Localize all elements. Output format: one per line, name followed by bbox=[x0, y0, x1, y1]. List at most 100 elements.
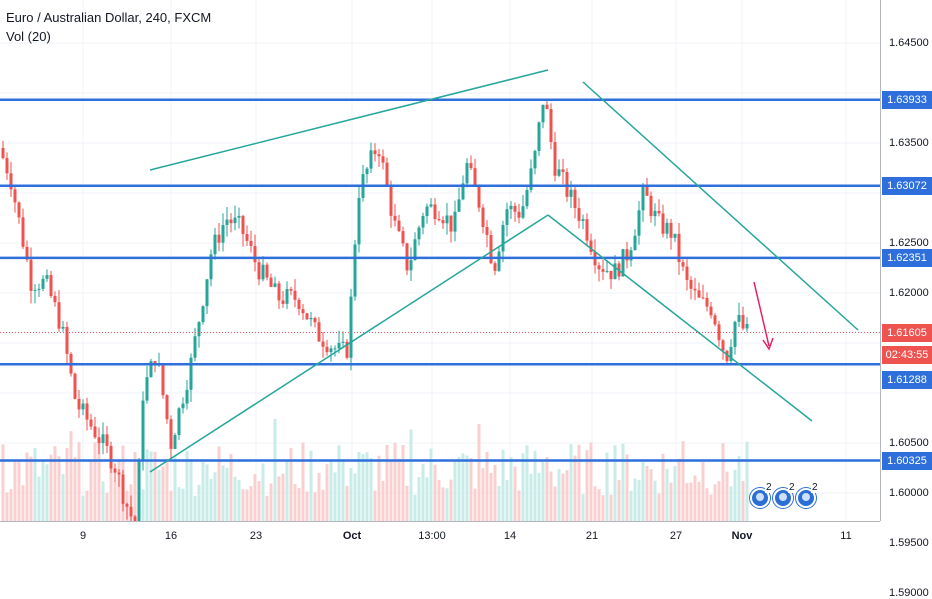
volume-bar bbox=[545, 457, 549, 521]
candle-body bbox=[581, 219, 585, 221]
volume-bar bbox=[489, 472, 493, 521]
candle-body bbox=[473, 168, 477, 187]
candle-body bbox=[441, 220, 445, 224]
candle-body bbox=[321, 341, 325, 347]
volume-bar bbox=[541, 461, 545, 521]
candle-body bbox=[61, 326, 65, 329]
volume-bar bbox=[233, 476, 237, 521]
volume-bar bbox=[409, 429, 413, 521]
volume-bar bbox=[37, 476, 41, 521]
candle-body bbox=[513, 205, 517, 212]
candle-body bbox=[525, 190, 529, 207]
candle-body bbox=[649, 195, 653, 217]
candle-body bbox=[565, 172, 569, 197]
symbol-title[interactable]: Euro / Australian Dollar, 240, FXCM bbox=[6, 10, 212, 25]
volume-bar bbox=[257, 481, 261, 521]
volume-bar bbox=[401, 444, 405, 521]
event-count-badge: 2 bbox=[811, 482, 819, 493]
volume-bar bbox=[617, 479, 621, 521]
candle-body bbox=[25, 246, 29, 260]
candle-body bbox=[661, 213, 665, 234]
volume-bar bbox=[517, 490, 521, 521]
volume-bar bbox=[237, 479, 241, 521]
time-tick-label: Oct bbox=[342, 530, 362, 542]
calendar-event-icon[interactable]: 2 bbox=[796, 482, 819, 508]
candle-body bbox=[241, 215, 245, 235]
candle-body bbox=[437, 218, 441, 221]
trend-line bbox=[149, 69, 549, 171]
candle-body bbox=[625, 249, 629, 261]
candle-body bbox=[297, 299, 301, 310]
price-chart[interactable] bbox=[0, 0, 880, 521]
volume-bar bbox=[537, 472, 541, 521]
time-axis[interactable]: 9 16 23 Oct 13:00 14 21 27 Nov 11 bbox=[0, 521, 880, 551]
chart-area[interactable]: Euro / Australian Dollar, 240, FXCM Vol … bbox=[0, 0, 880, 521]
candle-body bbox=[265, 264, 269, 278]
volume-bar bbox=[709, 494, 713, 521]
volume-bar bbox=[345, 485, 349, 521]
volume-bar bbox=[681, 441, 685, 521]
time-tick-label: 27 bbox=[669, 530, 683, 542]
candle-body bbox=[657, 210, 661, 214]
candle-body bbox=[685, 266, 689, 280]
candle-body bbox=[629, 250, 633, 261]
volume-bar bbox=[293, 484, 297, 521]
candle-body bbox=[429, 204, 433, 207]
candle-body bbox=[401, 231, 405, 244]
time-tick-label: 23 bbox=[249, 530, 263, 542]
trend-line bbox=[547, 214, 813, 422]
candle-body bbox=[533, 150, 537, 169]
time-tick-label: 13:00 bbox=[418, 530, 446, 542]
candle-body bbox=[149, 361, 153, 378]
candle-body bbox=[73, 373, 77, 399]
candle-body bbox=[5, 158, 9, 174]
candle-body bbox=[245, 234, 249, 241]
candle-body bbox=[101, 434, 105, 444]
candle-body bbox=[269, 277, 273, 287]
candle-body bbox=[665, 222, 669, 234]
bar-countdown-tag: 02:43:55 bbox=[882, 345, 932, 364]
volume-bar bbox=[573, 455, 577, 521]
last-price-tag: 1.61605 bbox=[882, 323, 932, 342]
candle-body bbox=[605, 270, 609, 272]
volume-bar bbox=[189, 459, 193, 521]
volume-bar bbox=[657, 493, 661, 521]
time-tick-label: 16 bbox=[164, 530, 178, 542]
volume-bar bbox=[661, 453, 665, 521]
candle-body bbox=[1, 148, 5, 159]
candle-body bbox=[189, 357, 193, 390]
volume-bar bbox=[185, 451, 189, 521]
candle-body bbox=[81, 403, 85, 410]
volume-bar bbox=[529, 473, 533, 521]
price-axis[interactable]: 1.64500 1.63500 1.62500 1.62000 1.60500 1.600… bbox=[880, 0, 932, 599]
volume-bar bbox=[621, 443, 625, 521]
volume-bar bbox=[705, 488, 709, 521]
volume-bar bbox=[637, 480, 641, 521]
candle-body bbox=[717, 324, 721, 341]
volume-bar bbox=[721, 443, 725, 521]
calendar-event-icon[interactable]: 2 bbox=[773, 482, 796, 508]
volume-bar bbox=[425, 477, 429, 521]
volume-bar bbox=[53, 446, 57, 521]
level-price-tag: 1.61288 bbox=[882, 371, 932, 390]
time-tick-label: 21 bbox=[585, 530, 599, 542]
volume-bar bbox=[641, 461, 645, 521]
candle-body bbox=[425, 206, 429, 216]
volume-bar bbox=[653, 480, 657, 521]
candle-body bbox=[669, 222, 673, 238]
candle-body bbox=[505, 209, 509, 225]
candle-body bbox=[185, 389, 189, 404]
candle-body bbox=[377, 154, 381, 157]
volume-bar bbox=[597, 489, 601, 521]
calendar-event-icon[interactable]: 2 bbox=[750, 482, 773, 508]
volume-bar bbox=[333, 472, 337, 521]
volume-bar bbox=[65, 447, 69, 521]
volume-bar bbox=[101, 481, 105, 521]
volume-bar bbox=[369, 457, 373, 521]
volume-bar bbox=[609, 494, 613, 521]
volume-bar bbox=[277, 476, 281, 521]
volume-bar bbox=[449, 479, 453, 521]
volume-bar bbox=[213, 472, 217, 521]
candle-body bbox=[489, 234, 493, 264]
volume-indicator-label[interactable]: Vol (20) bbox=[6, 29, 51, 44]
